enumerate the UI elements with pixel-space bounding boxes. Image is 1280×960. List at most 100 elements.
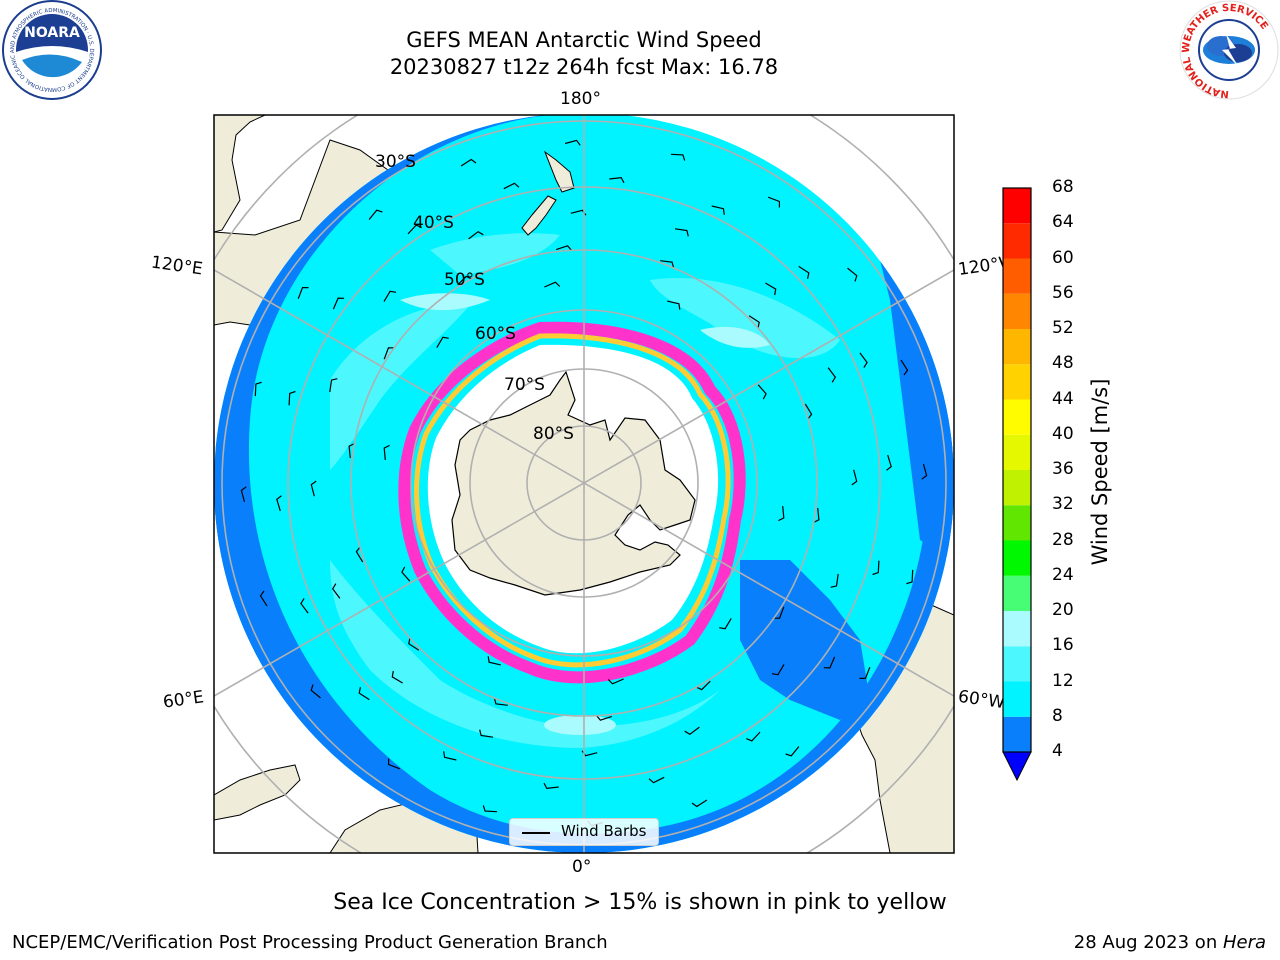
wind-barb xyxy=(368,209,383,220)
wind-barb xyxy=(436,336,449,348)
wind-barb xyxy=(674,228,689,237)
wind-barb xyxy=(329,378,338,393)
lat-label-70s: 70°S xyxy=(504,375,545,395)
colorbar-tick-label: 4 xyxy=(1052,741,1063,761)
wind-barb xyxy=(482,805,498,813)
wind-barb xyxy=(288,390,296,406)
wind-barb xyxy=(667,300,681,310)
wind-barb xyxy=(259,590,268,607)
colorbar-block xyxy=(1003,364,1031,400)
wind-barb xyxy=(921,463,928,480)
wind-barb xyxy=(254,381,262,397)
credit-date: 28 Aug 2023 on Hera xyxy=(1073,932,1266,953)
wind-barb xyxy=(660,260,675,269)
wind-barb xyxy=(358,687,370,701)
lat-label-30s: 30°S xyxy=(375,152,416,172)
colorbar-block xyxy=(1003,646,1031,682)
wind-barb xyxy=(391,670,403,684)
wind-barb xyxy=(443,751,457,761)
colorbar-tick-label: 20 xyxy=(1052,600,1074,620)
wind-barb xyxy=(798,265,810,279)
colorbar-tick-label: 68 xyxy=(1052,177,1074,197)
wind-barb xyxy=(493,697,508,706)
colorbar-block xyxy=(1003,716,1031,752)
colorbar-tick-label: 56 xyxy=(1052,282,1074,303)
wind-barb xyxy=(300,598,309,614)
noaa-logo: NOARA NATIONAL OCEANIC AND ATMOSPHERIC A… xyxy=(0,0,102,100)
colorbar-tick-label: 36 xyxy=(1052,459,1074,479)
wind-barb xyxy=(886,454,892,471)
colorbar-block xyxy=(1003,540,1031,576)
wind-barb-legend-line xyxy=(522,832,550,834)
wind-barb xyxy=(859,666,871,679)
colorbar-block xyxy=(1003,399,1031,435)
lat-label-80s: 80°S xyxy=(533,424,574,444)
wind-barb xyxy=(872,560,880,576)
colorbar-block xyxy=(1003,223,1031,259)
colorbar-tick-label: 12 xyxy=(1052,670,1074,691)
colorbar-block xyxy=(1003,293,1031,329)
wind-barb xyxy=(276,495,282,512)
lat-label-40s: 40°S xyxy=(413,213,454,233)
wind-barb xyxy=(310,684,321,699)
wind-barb xyxy=(859,352,868,368)
wind-barb xyxy=(695,680,711,691)
wind-barb xyxy=(297,287,309,300)
wind-barb xyxy=(348,442,355,459)
wind-barb xyxy=(748,315,760,329)
wind-barb xyxy=(804,403,813,420)
wind-barb xyxy=(773,606,785,619)
wind-barb xyxy=(711,205,725,215)
colorbar-block xyxy=(1003,575,1031,611)
wind-barb xyxy=(609,176,625,184)
wind-barb-legend-label: Wind Barbs xyxy=(561,822,647,840)
colorbar-block xyxy=(1003,434,1031,470)
wind-barb xyxy=(487,656,501,666)
wind-barb xyxy=(468,230,484,240)
nws-logo: NATIONAL WEATHER SERVICE xyxy=(1179,0,1279,100)
wind-barb xyxy=(383,290,397,302)
wind-barb xyxy=(670,153,686,161)
colorbar-block xyxy=(1003,258,1031,294)
colorbar-tick-label: 60 xyxy=(1052,247,1074,268)
wind-barb xyxy=(827,367,837,383)
wind-barb xyxy=(383,347,395,360)
wind-barb xyxy=(460,158,477,167)
map-legend: Wind Barbs xyxy=(509,818,659,846)
colorbar-tick-label: 32 xyxy=(1052,494,1074,515)
wind-barb xyxy=(767,196,780,208)
wind-barb xyxy=(900,359,909,376)
wind-barb xyxy=(765,282,777,296)
colorbar-tick-label: 28 xyxy=(1052,529,1074,550)
colorbar-block xyxy=(1003,505,1031,541)
wind-barb xyxy=(332,297,345,310)
antarctica xyxy=(451,370,696,596)
colorbar-tick-label: 8 xyxy=(1052,705,1063,726)
sea-ice-note: Sea Ice Concentration > 15% is shown in … xyxy=(333,890,947,915)
wind-barb xyxy=(503,182,520,190)
wind-barb xyxy=(607,678,624,685)
wind-barb xyxy=(383,444,390,461)
wind-barb xyxy=(407,224,422,235)
wind-barb xyxy=(813,507,820,524)
colorbar-tick-label: 24 xyxy=(1052,564,1074,585)
wind-barb xyxy=(556,245,572,251)
wind-barb xyxy=(746,731,761,742)
colorbar-tick-label: 48 xyxy=(1052,353,1074,374)
wind-barb xyxy=(648,776,665,784)
colorbar-tick-label: 52 xyxy=(1052,318,1074,338)
colorbar-tick-label: 64 xyxy=(1052,212,1074,233)
lat-label-60s: 60°S xyxy=(475,324,516,344)
colorbar-tick-label: 40 xyxy=(1052,423,1074,444)
colorbar-block xyxy=(1003,681,1031,717)
wind-barb xyxy=(596,715,612,721)
wind-barb xyxy=(830,573,839,588)
wind-barb xyxy=(564,139,581,146)
lon-label-0: 0° xyxy=(572,857,592,877)
wind-barb xyxy=(331,583,341,599)
colorbar-block xyxy=(1003,611,1031,647)
svg-text:NOARA: NOARA xyxy=(24,25,80,41)
wind-barb xyxy=(778,505,785,522)
colorbar-block xyxy=(1003,188,1031,224)
